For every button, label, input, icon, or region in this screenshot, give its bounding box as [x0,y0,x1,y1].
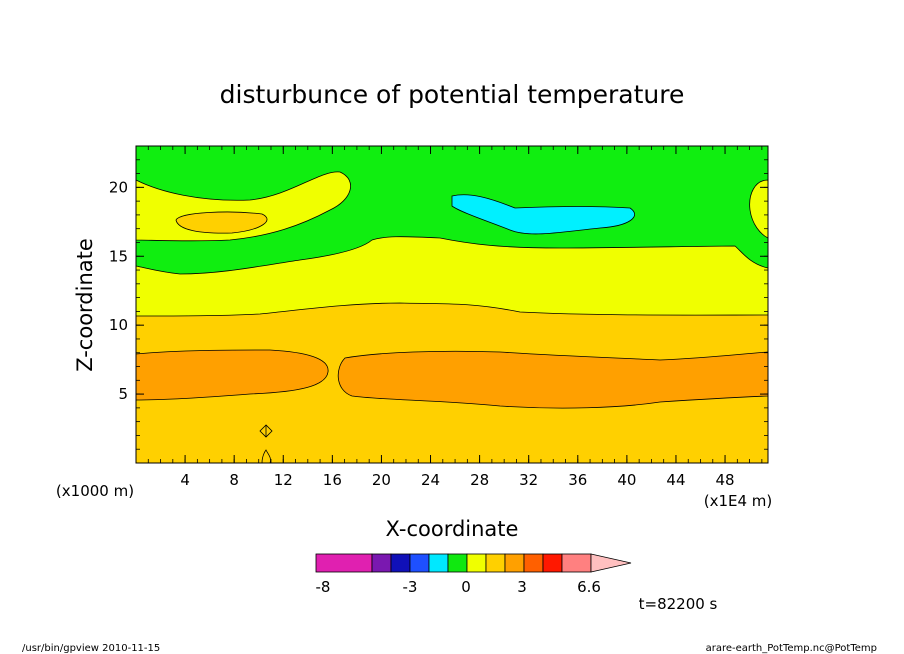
colorbar-swatch [447,553,468,573]
time-label: t=82200 s [639,595,718,613]
x-tick-label: 28 [470,471,489,489]
small-contour-mark-2 [261,449,271,464]
colorbar-swatch [409,553,430,573]
colorbar-swatch [371,553,392,573]
x-tick-label: 36 [568,471,587,489]
x-tick-label: 8 [229,471,239,489]
hot-band-right [337,350,769,409]
x-tick-label: 40 [617,471,636,489]
colorbar-label: 6.6 [577,578,601,596]
high-band [135,145,769,275]
y-axis-label: Z-coordinate [73,238,97,372]
footer-left: /usr/bin/gpview 2010-11-15 [22,643,160,654]
hot-band-left [135,349,329,401]
colorbar-swatch [315,553,373,573]
colorbar-swatch [485,553,506,573]
x-tick-label: 4 [180,471,190,489]
x-tick-label: 44 [666,471,685,489]
colorbar-label: 0 [461,578,471,596]
footer-right: arare-earth_PotTemp.nc@PotTemp [706,643,877,654]
x-tick-label: 16 [323,471,342,489]
colorbar-label: -3 [403,578,418,596]
x-tick-label: 20 [372,471,391,489]
x-axis-label: X-coordinate [386,517,519,541]
x-tick-label: 48 [716,471,735,489]
y-tick-label: 5 [118,385,128,403]
right-yellow-pocket [749,179,769,239]
y-tick-label: 15 [109,247,128,265]
colorbar-swatch [466,553,487,573]
x-tick-label: 32 [519,471,538,489]
x-tick-label: 24 [421,471,440,489]
colorbar-swatch [523,553,544,573]
y-tick-label: 20 [109,178,128,196]
x-unit-right: (x1E4 m) [704,492,773,510]
plot-area [135,145,769,464]
colorbar-swatch [542,553,563,573]
colorbar-swatch [504,553,525,573]
plot-frame [135,145,769,464]
colorbar-arrow [590,553,632,573]
colorbar-swatch [561,553,592,573]
warm-pocket [175,211,268,234]
colorbar-swatch [428,553,449,573]
x-unit-left: (x1000 m) [56,482,134,500]
colorbar: -8 -3 0 3 6.6 [315,553,632,596]
x-axis: 4 8 12 16 20 24 28 32 36 40 44 48 [147,146,763,489]
y-axis: 5 10 15 20 [109,159,768,450]
chart-title: disturbunce of potential temperature [220,80,685,109]
colorbar-label: 3 [517,578,527,596]
y-tick-label: 10 [109,316,128,334]
colorbar-label: -8 [316,578,331,596]
cold-pocket [451,194,635,235]
small-contour-mark-1 [259,424,273,438]
x-tick-label: 12 [274,471,293,489]
colorbar-swatch [390,553,411,573]
